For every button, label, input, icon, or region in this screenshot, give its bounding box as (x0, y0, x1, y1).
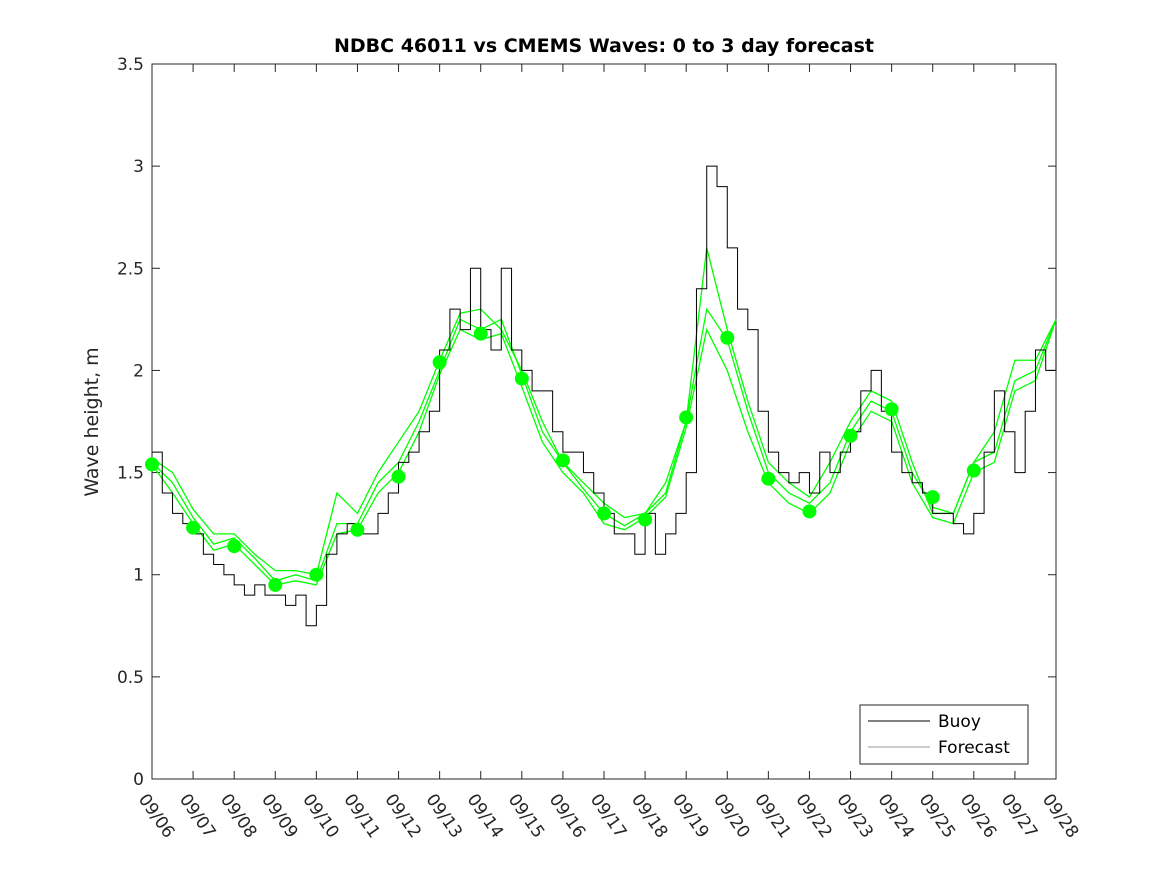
forecast-start-point (227, 539, 242, 554)
x-tick-label: 09/18 (627, 790, 671, 842)
y-tick-label: 0.5 (117, 668, 144, 688)
x-tick-label: 09/17 (586, 790, 630, 842)
forecast-start-point (350, 522, 365, 537)
x-tick-label: 09/09 (257, 790, 301, 842)
forecast-start-point (309, 567, 324, 582)
forecast-start-point (473, 326, 488, 341)
forecast-start-point (514, 371, 529, 386)
plot-area (151, 63, 1057, 780)
buoy-line (152, 165, 1057, 627)
x-tick-label: 09/11 (339, 790, 383, 842)
forecast-start-point (720, 330, 735, 345)
forecast-start-point (679, 410, 694, 425)
x-tick-label: 09/25 (915, 790, 959, 842)
forecast-start-point (884, 402, 899, 417)
forecast-line (151, 319, 1057, 586)
x-tick-label: 09/07 (175, 790, 219, 842)
y-tick-label: 2 (133, 361, 144, 381)
forecast-start-point (597, 506, 611, 521)
chart-title: NDBC 46011 vs CMEMS Waves: 0 to 3 day fo… (334, 35, 874, 57)
x-tick-label: 09/28 (1038, 790, 1082, 842)
x-tick-label: 09/26 (956, 790, 1000, 842)
forecast-start-point (966, 463, 981, 478)
forecast-start-point (145, 457, 159, 472)
forecast-start-point (843, 428, 858, 443)
legend-forecast-label: Forecast (938, 738, 1010, 758)
forecast-start-point (391, 469, 406, 484)
x-tick-label: 09/08 (216, 790, 260, 842)
x-tick-label: 09/10 (298, 790, 342, 842)
x-tick-label: 09/16 (545, 790, 589, 842)
y-tick-label: 1.5 (117, 464, 144, 484)
y-tick-label: 1 (133, 566, 144, 586)
forecast-start-point (268, 577, 283, 592)
forecast-start-point (432, 355, 447, 370)
forecast-start-point (925, 490, 940, 505)
forecast-start-point (761, 471, 776, 486)
y-axis-label: Wave height, m (81, 347, 103, 496)
y-tick-label: 2.5 (117, 259, 144, 279)
x-tick-label: 09/22 (791, 790, 835, 842)
x-tick-label: 09/27 (997, 790, 1041, 842)
forecast-start-point (638, 512, 653, 527)
x-tick-label: 09/13 (422, 790, 466, 842)
x-tick-label: 09/24 (874, 790, 918, 842)
forecast-start-point (802, 504, 817, 519)
y-tick-label: 0 (133, 770, 144, 790)
y-tick-label: 3.5 (117, 55, 144, 75)
x-tick-label: 09/19 (668, 790, 712, 842)
y-tick-label: 3 (133, 157, 144, 177)
legend: Buoy Forecast (859, 704, 1029, 765)
x-tick-label: 09/15 (504, 790, 548, 842)
x-tick-label: 09/23 (832, 790, 876, 842)
legend-buoy-label: Buoy (938, 712, 981, 732)
forecast-start-point (555, 453, 570, 468)
forecast-start-point (186, 520, 201, 535)
x-tick-label: 09/14 (463, 790, 507, 842)
x-tick-label: 09/06 (134, 790, 178, 842)
x-tick-label: 09/20 (709, 790, 753, 842)
x-tick-label: 09/21 (750, 790, 794, 842)
x-tick-label: 09/12 (380, 790, 424, 842)
